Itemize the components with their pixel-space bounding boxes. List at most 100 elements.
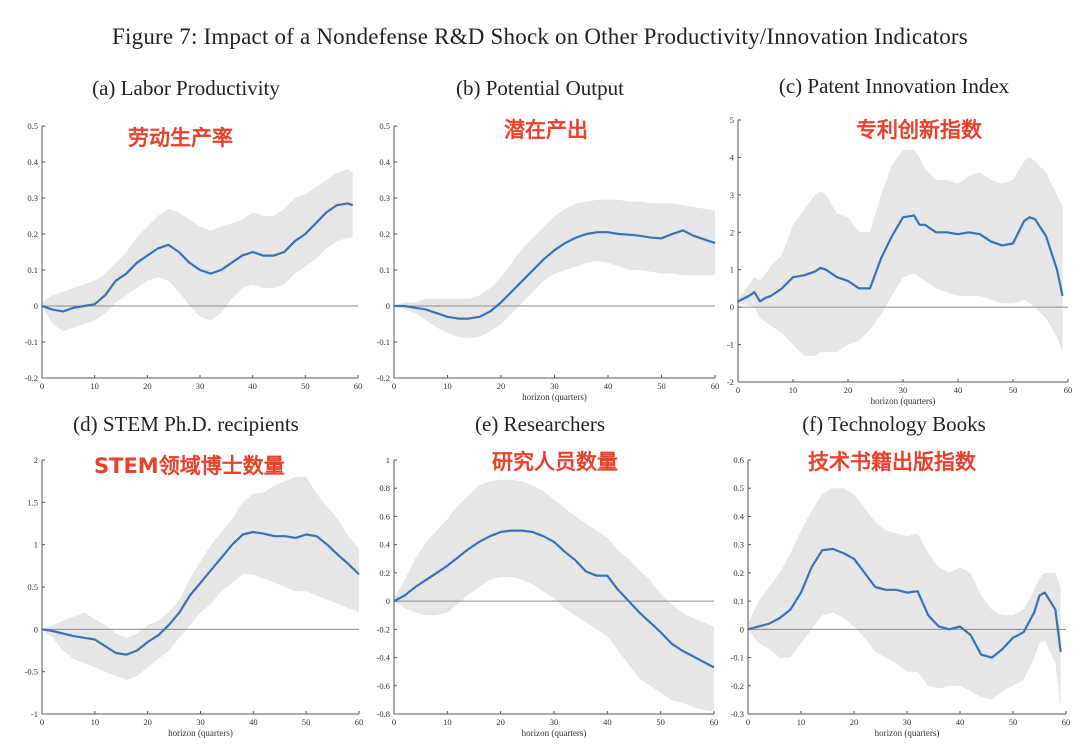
y-tick-label: 0.4: [379, 540, 390, 550]
confidence-band: [748, 488, 1061, 709]
y-tick-label: 0.2: [379, 568, 390, 578]
chart-title: (c) Patent Innovation Index: [778, 74, 1010, 98]
chart-annotation: 研究人员数量: [492, 450, 618, 474]
chart-annotation: 技术书籍出版指数: [808, 450, 976, 474]
x-tick-label: 10: [90, 381, 99, 391]
y-tick-label: -0.2: [377, 624, 390, 634]
y-tick-label: 0.1: [379, 265, 390, 275]
y-tick-label: 3: [730, 190, 734, 200]
y-tick-label: 0.3: [27, 193, 38, 203]
y-tick-label: 2: [730, 227, 734, 237]
x-tick-label: 20: [844, 385, 853, 395]
y-tick-label: 0.5: [27, 582, 38, 592]
chart-panel: (c) Patent Innovation Index -2 -1 0 1 2 3 4 5 0 10…: [708, 72, 1080, 412]
chart-title: (e) Researchers: [475, 412, 605, 436]
x-tick-label: 50: [1009, 385, 1018, 395]
y-tick-label: -1: [31, 709, 38, 719]
x-tick-label: 40: [954, 385, 963, 395]
y-tick-label: 1: [386, 455, 390, 465]
y-tick-label: 0: [34, 301, 38, 311]
x-tick-label: 10: [91, 717, 100, 727]
x-tick-label: 10: [789, 385, 798, 395]
y-tick-label: 0: [386, 596, 390, 606]
chart-plot: -0.8-0.6-0.4-0.200.20.40.60.810 10 20 30 40 5…: [377, 455, 719, 738]
figure-title: Figure 7: Impact of a Nondefense R&D Sho…: [112, 24, 968, 49]
x-tick-label: 20: [850, 717, 859, 727]
y-tick-label: 0.2: [379, 229, 390, 239]
y-tick-label: 1: [730, 265, 734, 275]
chart-panel: (e) Researchers -0.8 -0.6 -0.4 -0.2 0 0.2 0.4 0.…: [354, 410, 726, 750]
y-tick-label: 0.5: [379, 121, 390, 131]
x-tick-label: 0: [40, 717, 44, 727]
confidence-band: [42, 476, 359, 681]
chart-plot: -0.3 -0.2 -0.1 0 0.1 0.2 0.3 0.4 0.5 0.6 0 10 20 30 40…: [731, 455, 1071, 738]
y-tick-label: 0.8: [379, 483, 390, 493]
chart-panel: (d) STEM Ph.D. recipients -1 -0.5 0 0.5 1 1.5 2…: [0, 410, 372, 750]
x-tick-label: 60: [1062, 717, 1071, 727]
y-tick-label: 0.4: [733, 511, 744, 521]
chart-title: (d) STEM Ph.D. recipients: [73, 412, 299, 436]
x-axis-label: horizon (quarters): [871, 396, 936, 406]
chart-panel: (b) Potential Output -0.2 -0.1 0 0.1 0.2 0.3 0.…: [354, 72, 726, 412]
y-tick-label: 1.5: [27, 497, 38, 507]
y-tick-label: -0.6: [377, 681, 390, 691]
y-tick-label: 0.2: [733, 568, 744, 578]
confidence-band: [394, 199, 715, 339]
x-tick-label: 40: [249, 717, 258, 727]
x-tick-label: 20: [497, 381, 506, 391]
y-tick-label: 0.1: [27, 265, 38, 275]
y-tick-label: -0.1: [25, 337, 38, 347]
y-tick-label: -0.3: [731, 709, 744, 719]
y-tick-label: 0: [34, 624, 38, 634]
y-tick-label: -0.1: [377, 337, 390, 347]
x-axis-label: horizon (quarters): [875, 728, 940, 738]
y-tick-label: 0.6: [733, 455, 744, 465]
y-tick-label: -0.4: [377, 653, 391, 663]
y-tick-label: 4: [730, 152, 735, 162]
x-tick-label: 50: [656, 717, 665, 727]
series-line: [747, 547, 1062, 659]
y-tick-label: -2: [727, 377, 734, 387]
x-tick-label: 60: [355, 717, 364, 727]
x-tick-label: 50: [657, 381, 666, 391]
x-tick-label: 30: [196, 381, 205, 391]
chart-plot: -0.2 -0.1 0 0.1 0.2 0.3 0.4 0.5 0 10 20 30 40 50 60 hor…: [377, 121, 720, 402]
confidence-band: [42, 169, 353, 332]
x-tick-label: 20: [496, 717, 505, 727]
chart-annotation: 专利创新指数: [856, 118, 982, 142]
x-tick-label: 50: [302, 717, 311, 727]
x-tick-label: 10: [797, 717, 806, 727]
series-line: [393, 529, 715, 669]
x-tick-label: 40: [248, 381, 257, 391]
x-tick-label: 60: [1064, 385, 1073, 395]
chart-title: (f) Technology Books: [802, 412, 986, 436]
y-tick-label: 0: [386, 301, 390, 311]
x-tick-label: 20: [143, 717, 152, 727]
chart-annotation: 潜在产出: [504, 118, 588, 142]
x-tick-label: 0: [392, 717, 396, 727]
y-tick-label: 0.5: [27, 121, 38, 131]
y-tick-label: 1: [34, 540, 38, 550]
x-tick-label: 60: [710, 717, 719, 727]
x-tick-label: 60: [711, 381, 720, 391]
x-tick-label: 50: [1009, 717, 1018, 727]
series-line: [41, 202, 354, 313]
series-line: [394, 229, 716, 320]
x-tick-label: 40: [956, 717, 965, 727]
x-tick-label: 30: [899, 385, 908, 395]
x-tick-label: 30: [903, 717, 912, 727]
chart-annotation: STEM领域博士数量: [94, 454, 285, 478]
y-tick-label: 0.4: [27, 157, 38, 167]
x-tick-label: 60: [354, 381, 363, 391]
series-line: [737, 214, 1064, 303]
y-tick-label: 2: [34, 455, 38, 465]
y-tick-label: 0.3: [733, 540, 744, 550]
x-tick-label: 0: [40, 381, 44, 391]
chart-panel: (f) Technology Books -0.3 -0.2 -0.1 0 0.1 0.2 0…: [708, 410, 1080, 750]
x-tick-label: 40: [604, 381, 613, 391]
y-tick-label: -0.8: [377, 709, 390, 719]
x-axis-label: horizon (quarters): [522, 728, 587, 738]
chart-panel: (a) Labor Productivity -0.2 -0.1 0 0.1 0.2 0.3…: [0, 72, 372, 412]
